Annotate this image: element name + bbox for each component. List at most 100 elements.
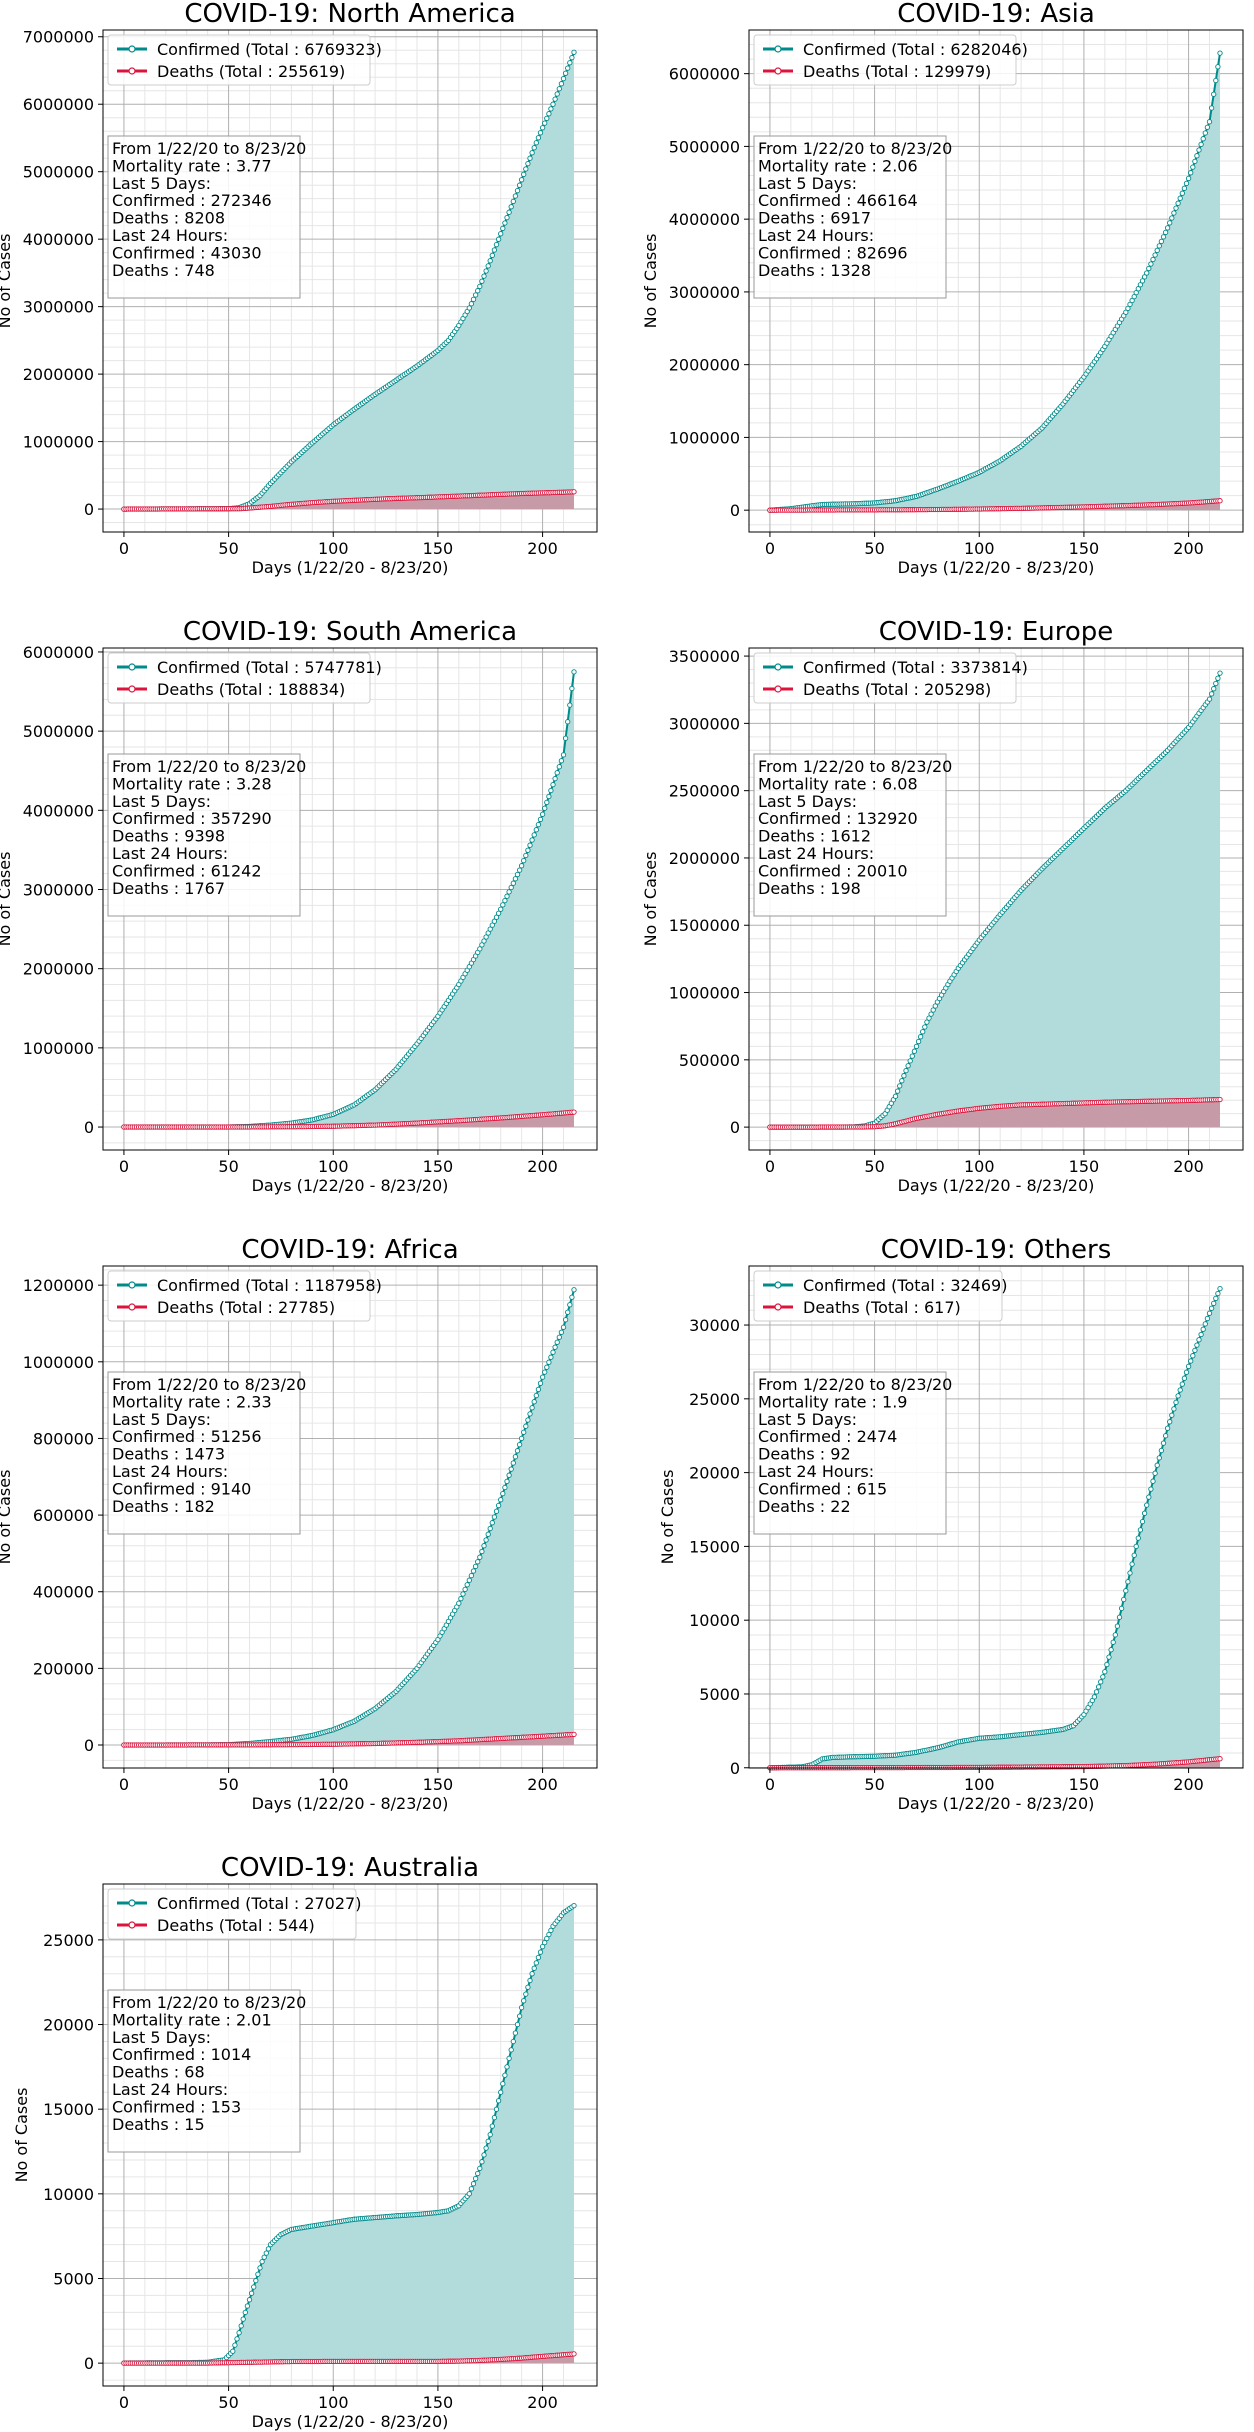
y-tick-label: 20000 <box>43 2016 94 2035</box>
confirmed-point <box>263 2250 269 2256</box>
confirmed-point <box>253 2277 259 2284</box>
confirmed-point <box>475 1559 481 1565</box>
x-tick-label: 200 <box>527 539 558 558</box>
stats-line: Deaths : 22 <box>758 1497 851 1516</box>
confirmed-point <box>1213 77 1219 84</box>
ticks: 0 50 100 150 200 0 1000000 2000000 3000000 400000… <box>23 643 558 1176</box>
y-tick-label: 5000000 <box>23 163 94 182</box>
confirmed-point <box>533 827 539 833</box>
y-tick-label: 6000000 <box>23 95 94 114</box>
chart-title: COVID-19: Others <box>881 1235 1112 1265</box>
confirmed-point <box>529 150 535 156</box>
confirmed-point <box>512 876 519 882</box>
legend-swatch-marker <box>128 1303 136 1311</box>
confirmed-point <box>1190 1353 1196 1359</box>
plot-frame <box>102 647 598 1151</box>
chart-europe: 0 50 100 150 200 0 500000 1000000 1500000 2000000… <box>641 617 1244 1195</box>
confirmed-point <box>542 1369 548 1375</box>
confirmed-point <box>1217 1285 1223 1292</box>
confirmed-point <box>1154 1462 1160 1468</box>
confirmed-point <box>567 702 573 708</box>
legend-swatch-marker <box>774 685 782 693</box>
confirmed-point <box>1133 1543 1139 1550</box>
confirmed-point <box>508 884 514 891</box>
ticks: 0 50 100 150 200 0 5000 10000 15000 20000 25000 <box>43 1931 558 2412</box>
confirmed-point <box>548 106 554 112</box>
stats-line: Confirmed : 357290 <box>112 809 272 828</box>
confirmed-point <box>495 2098 502 2104</box>
confirmed-point <box>1177 195 1183 201</box>
confirmed-point <box>466 2191 472 2197</box>
stats-line: Deaths : 68 <box>112 2063 205 2082</box>
x-axis-label: Days (1/22/20 - 8/23/20) <box>252 1176 449 1195</box>
confirmed-point <box>1127 301 1133 308</box>
x-tick-label: 200 <box>1173 539 1204 558</box>
confirmed-point <box>544 1935 550 1942</box>
confirmed-point <box>554 91 560 97</box>
confirmed-point <box>1127 1570 1133 1576</box>
confirmed-point <box>1156 1455 1162 1461</box>
y-tick-label: 1200000 <box>23 1276 94 1295</box>
y-axis-label: No of Cases <box>658 1470 677 1565</box>
x-tick-label: 200 <box>527 1157 558 1176</box>
y-tick-label: 200000 <box>33 1659 94 1678</box>
deaths-markers <box>121 2351 577 2366</box>
confirmed-point <box>512 1454 519 1460</box>
deaths-markers <box>767 498 1223 513</box>
confirmed-area <box>769 1288 1220 1768</box>
y-tick-label: 3000000 <box>669 714 740 733</box>
confirmed-point <box>1129 297 1135 304</box>
confirmed-point <box>510 198 516 205</box>
legend-swatch-marker <box>774 1303 782 1311</box>
y-axis-label: No of Cases <box>0 234 14 329</box>
stats-line: Deaths : 1473 <box>112 1445 225 1464</box>
x-tick-label: 150 <box>1069 1157 1100 1176</box>
stats-line: Confirmed : 132920 <box>758 809 918 828</box>
deaths-point <box>571 489 577 495</box>
confirmed-point <box>475 288 481 294</box>
confirmed-point <box>1091 1694 1098 1700</box>
confirmed-point <box>529 1971 535 1977</box>
legend-swatch-marker <box>774 67 782 75</box>
confirmed-point <box>537 1380 544 1386</box>
confirmed-point <box>901 1073 907 1079</box>
confirmed-point <box>491 918 498 924</box>
confirmed-point <box>479 278 485 284</box>
confirmed-point <box>533 1392 539 1399</box>
stats-line: Deaths : 182 <box>112 1497 215 1516</box>
confirmed-point <box>539 811 546 817</box>
confirmed-point <box>493 1508 500 1514</box>
legend: Confirmed (Total : 6769323) Deaths (Total… <box>107 34 382 86</box>
confirmed-point <box>542 805 548 811</box>
confirmed-point <box>569 685 575 692</box>
confirmed-point <box>240 2316 246 2322</box>
confirmed-point <box>261 2254 267 2260</box>
confirmed-point <box>521 171 527 178</box>
legend-swatch-marker <box>128 1921 136 1929</box>
x-tick-label: 100 <box>964 1775 995 1794</box>
confirmed-point <box>489 1520 495 1526</box>
legend-swatch-marker <box>774 1281 782 1289</box>
y-axis-label: No of Cases <box>641 852 660 947</box>
stats-line: Last 5 Days: <box>758 174 857 193</box>
confirmed-point <box>565 65 571 71</box>
legend: Confirmed (Total : 1187958) Deaths (Total… <box>107 1270 382 1322</box>
confirmed-point <box>1215 1290 1221 1297</box>
stats-line: Deaths : 6917 <box>758 209 871 228</box>
ticks: 0 50 100 150 200 0 1000000 2000000 3000000 400000… <box>669 65 1204 558</box>
stats-box-frame <box>753 135 947 299</box>
stats-line: Mortality rate : 3.28 <box>112 774 272 793</box>
y-tick-label: 0 <box>84 500 94 519</box>
legend-box <box>753 34 1017 86</box>
confirmed-point <box>525 1417 531 1423</box>
confirmed-point <box>920 1029 926 1035</box>
confirmed-point <box>1150 256 1156 263</box>
confirmed-point <box>926 1015 932 1021</box>
legend-entry: Confirmed (Total : 6769323) <box>157 40 382 59</box>
y-tick-label: 600000 <box>33 1506 94 1525</box>
stats-line: From 1/22/20 to 8/23/20 <box>112 1993 306 2012</box>
confirmed-point <box>571 669 577 675</box>
confirmed-point <box>470 2181 477 2187</box>
